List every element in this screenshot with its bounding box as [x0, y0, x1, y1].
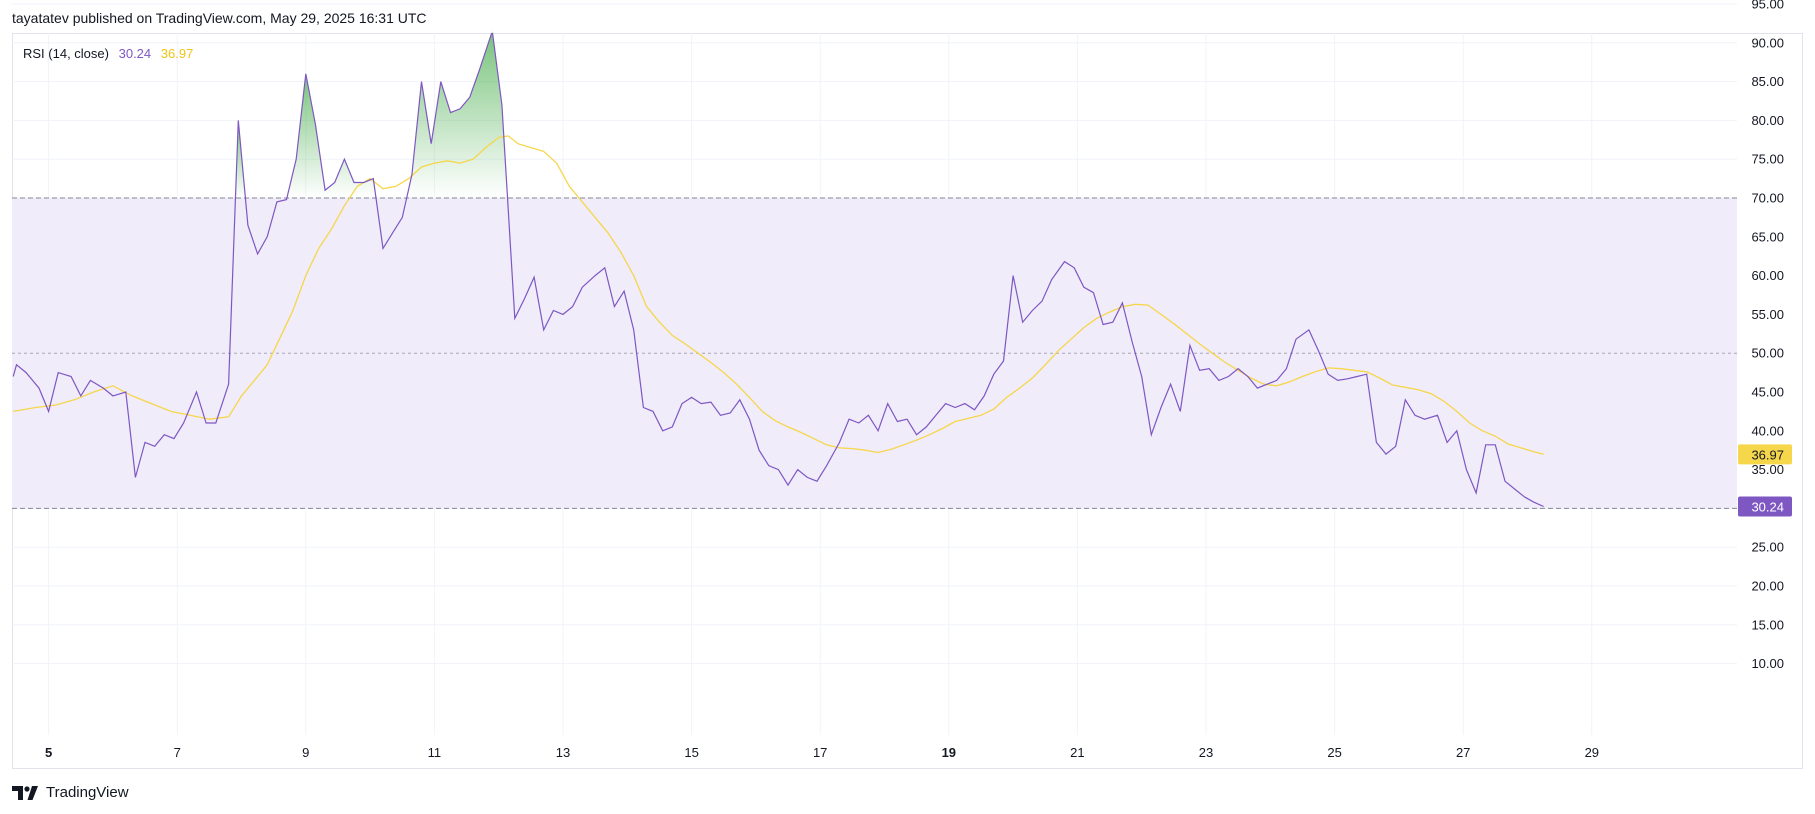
- y-tick-label: 25.00: [1751, 540, 1784, 555]
- x-tick-label: 7: [174, 745, 181, 760]
- rsi-band-fill: [12, 198, 1737, 509]
- y-tick-label: 50.00: [1751, 346, 1784, 361]
- y-tick-label: 75.00: [1751, 152, 1784, 167]
- rsi-last-value-label: 30.24: [1751, 500, 1784, 515]
- y-tick-label: 80.00: [1751, 113, 1784, 128]
- y-tick-label: 85.00: [1751, 74, 1784, 89]
- y-tick-label: 65.00: [1751, 229, 1784, 244]
- y-tick-label: 10.00: [1751, 656, 1784, 671]
- x-tick-label: 19: [942, 745, 956, 760]
- x-tick-label: 25: [1327, 745, 1341, 760]
- x-tick-label: 17: [813, 745, 827, 760]
- y-tick-label: 90.00: [1751, 35, 1784, 50]
- y-tick-label: 20.00: [1751, 579, 1784, 594]
- ma-series-line[interactable]: [13, 135, 1544, 455]
- brand[interactable]: TradingView: [12, 784, 129, 801]
- y-tick-label: 45.00: [1751, 385, 1784, 400]
- x-tick-label: 29: [1585, 745, 1599, 760]
- x-tick-label: 21: [1070, 745, 1084, 760]
- ma-legend-value: 36.97: [160, 46, 194, 61]
- y-tick-label: 70.00: [1751, 191, 1784, 206]
- x-tick-label: 15: [684, 745, 698, 760]
- overbought-fill: [286, 73, 376, 198]
- y-tick-label: 60.00: [1751, 268, 1784, 283]
- rsi-last-value-label-bg: [1738, 496, 1792, 517]
- ma-last-value-label: 36.97: [1751, 447, 1784, 462]
- indicator-legend[interactable]: RSI (14, close) 30.24 36.97: [23, 46, 193, 61]
- brand-name: TradingView: [46, 784, 129, 801]
- x-tick-label: 13: [556, 745, 570, 760]
- rsi-legend-value: 30.24: [118, 46, 152, 61]
- y-tick-label: 15.00: [1751, 617, 1784, 632]
- x-tick-label: 11: [428, 745, 442, 760]
- rsi-series-line[interactable]: [12, 31, 1544, 508]
- x-tick-label: 23: [1199, 745, 1213, 760]
- y-tick-label: 95.00: [1751, 0, 1784, 12]
- y-tick-label: 40.00: [1751, 423, 1784, 438]
- x-tick-label: 9: [302, 745, 309, 760]
- indicator-name[interactable]: RSI (14, close): [23, 46, 109, 61]
- y-tick-label: 35.00: [1751, 462, 1784, 477]
- y-tick-label: 55.00: [1751, 307, 1784, 322]
- overbought-fill: [406, 31, 508, 199]
- x-tick-label: 5: [45, 745, 52, 760]
- publisher-line: tayatatev published on TradingView.com, …: [12, 10, 427, 26]
- ma-last-value-label-bg: [1738, 444, 1792, 465]
- x-tick-label: 27: [1456, 745, 1470, 760]
- tradingview-logo-icon: [12, 785, 38, 800]
